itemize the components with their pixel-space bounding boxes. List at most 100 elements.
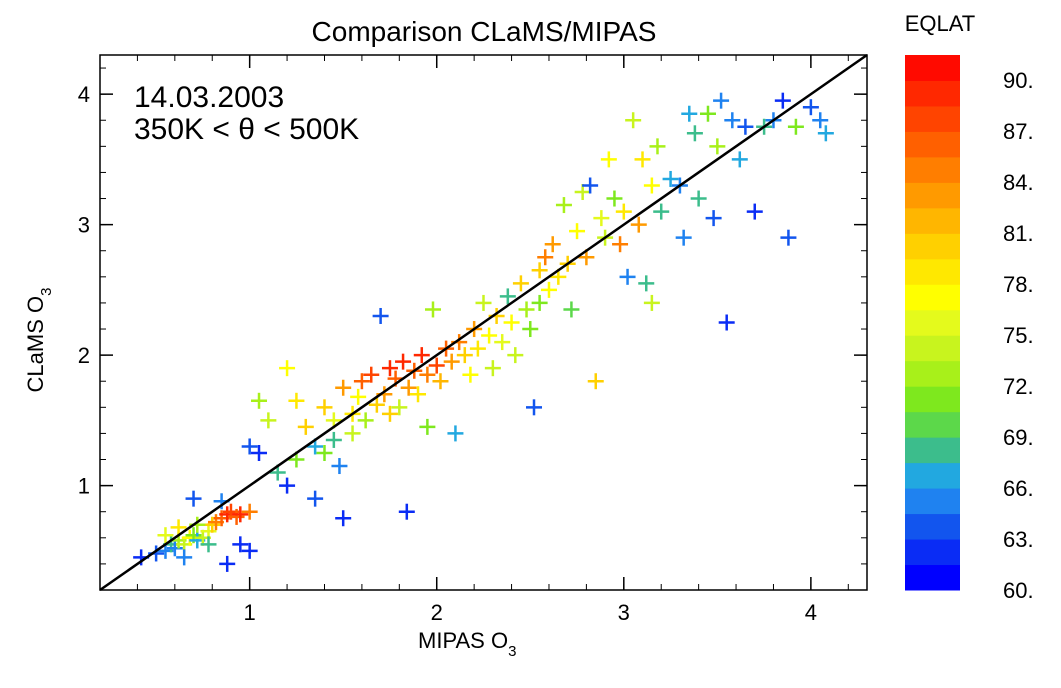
data-point: [612, 236, 629, 253]
data-point: [363, 366, 380, 383]
data-point: [625, 112, 642, 129]
data-point: [288, 392, 305, 409]
y-tick-label: 3: [78, 213, 90, 238]
data-point: [619, 268, 636, 285]
one-to-one-line: [99, 53, 868, 592]
data-point: [522, 321, 539, 338]
data-point: [241, 542, 258, 559]
colorbar-segment: [905, 156, 960, 183]
data-point: [675, 229, 692, 246]
data-point: [176, 549, 193, 566]
data-point: [724, 112, 741, 129]
plot-frame: [99, 54, 868, 591]
data-point: [251, 392, 268, 409]
colorbar-segment: [905, 233, 960, 260]
x-tick-label: 2: [431, 600, 443, 625]
data-point: [593, 210, 610, 227]
data-point: [200, 536, 217, 553]
colorbar: 90. 87. 84. 81. 78. 75. 72. 69. 66. 63. 60.: [905, 55, 1034, 603]
data-point: [653, 203, 670, 220]
colorbar-tick-label: 90.: [1003, 68, 1034, 93]
y-axis-label-subscript: 3: [38, 288, 55, 296]
data-point: [410, 386, 427, 403]
data-point: [746, 203, 763, 220]
data-point: [241, 438, 258, 455]
x-tick-label: 3: [618, 600, 630, 625]
data-point: [204, 516, 221, 533]
colorbar-tick-label: 75.: [1003, 323, 1034, 348]
colorbar-segment: [905, 462, 960, 489]
colorbar-segment: [905, 513, 960, 540]
colorbar-segment: [905, 539, 960, 566]
data-point: [170, 519, 187, 536]
data-point: [681, 105, 698, 122]
data-point: [544, 236, 561, 253]
data-point: [413, 347, 430, 364]
data-point: [232, 506, 249, 523]
colorbar-tick-label: 66.: [1003, 476, 1034, 501]
data-point: [569, 223, 586, 240]
data-point: [432, 373, 449, 390]
data-point: [787, 118, 804, 135]
x-tick-label: 4: [805, 600, 817, 625]
data-point: [335, 510, 352, 527]
data-point: [699, 105, 716, 122]
data-point: [662, 170, 679, 187]
y-tick-label: 4: [78, 82, 90, 107]
data-point: [587, 373, 604, 390]
data-point: [335, 379, 352, 396]
data-point: [372, 307, 389, 324]
colorbar-segment: [905, 564, 960, 591]
data-point: [456, 347, 473, 364]
data-point: [600, 151, 617, 168]
colorbar-segment: [905, 360, 960, 387]
data-point: [643, 294, 660, 311]
colorbar-segment: [905, 309, 960, 336]
data-point: [368, 396, 385, 413]
colorbar-tick-label: 87.: [1003, 119, 1034, 144]
data-point: [537, 249, 554, 266]
chart-title: Comparison CLaMS/MIPAS: [312, 16, 657, 47]
date-annotation: 14.03.2003: [134, 81, 284, 114]
colorbar-segment: [905, 55, 960, 81]
data-point: [447, 425, 464, 442]
data-point: [649, 138, 666, 155]
data-point: [232, 536, 249, 553]
theta-range-annotation: 350K < θ < 500K: [134, 113, 359, 146]
data-point: [419, 366, 436, 383]
data-point: [512, 275, 529, 292]
data-point: [540, 281, 557, 298]
data-point: [531, 262, 548, 279]
data-point: [185, 490, 202, 507]
data-point: [219, 555, 236, 572]
data-point: [166, 540, 183, 557]
colorbar-segment: [905, 105, 960, 132]
colorbar-tick-label: 81.: [1003, 221, 1034, 246]
x-axis-label-subscript: 3: [508, 643, 516, 660]
data-point: [531, 294, 548, 311]
data-point: [643, 177, 660, 194]
data-point: [443, 353, 460, 370]
colorbar-segment: [905, 207, 960, 234]
colorbar-segment: [905, 411, 960, 438]
data-point: [817, 125, 834, 142]
svg-text:MIPAS O3: MIPAS O3: [418, 628, 516, 660]
colorbar-title: EQLAT: [905, 11, 976, 36]
colorbar-segment: [905, 488, 960, 515]
data-point: [381, 405, 398, 422]
colorbar-tick-label: 63.: [1003, 527, 1034, 552]
x-axis-label-text: MIPAS O: [418, 628, 508, 653]
data-point: [686, 125, 703, 142]
colorbar-segment: [905, 437, 960, 464]
data-point: [518, 301, 535, 318]
data-point: [802, 99, 819, 116]
data-point: [709, 138, 726, 155]
y-tick-label: 1: [78, 474, 90, 499]
data-point: [737, 118, 754, 135]
data-point: [475, 294, 492, 311]
data-point: [481, 327, 498, 344]
data-point: [812, 112, 829, 129]
data-point: [331, 458, 348, 475]
data-point: [419, 418, 436, 435]
data-point: [357, 412, 374, 429]
